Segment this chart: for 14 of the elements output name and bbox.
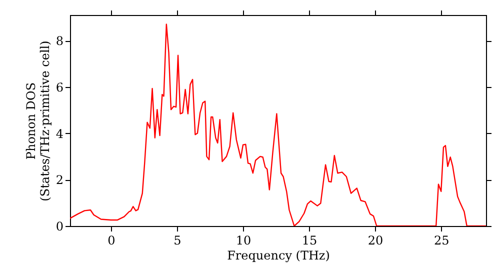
x-tick-label: 20 — [368, 234, 384, 248]
y-tick-label: 6 — [56, 80, 64, 94]
y-tick-label: 4 — [56, 126, 64, 141]
x-axis-title: Frequency (THz) — [227, 248, 330, 262]
y-tick-label: 8 — [56, 34, 64, 48]
line-series — [70, 24, 486, 226]
x-tick-label: 5 — [174, 234, 182, 248]
y-axis-title: Phonon DOS (States/THz·primitive cell) — [24, 40, 52, 202]
x-tick-label: 10 — [236, 234, 252, 248]
x-tick-label: 0 — [108, 234, 116, 248]
y-tick-label: 0 — [56, 220, 64, 234]
y-tick-label: 2 — [56, 173, 64, 188]
x-tick-label: 25 — [434, 234, 450, 248]
x-tick-label: 15 — [302, 234, 318, 248]
